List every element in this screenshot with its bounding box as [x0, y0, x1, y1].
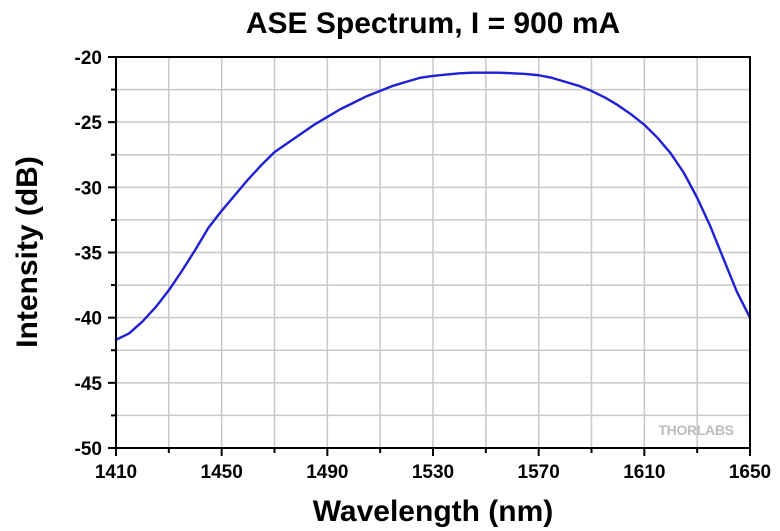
y-tick-labels: -20 -25 -30 -35 -40 -45 -50	[75, 48, 103, 460]
y-tick-label: -30	[75, 178, 102, 199]
x-tick-label: 1530	[412, 462, 454, 483]
x-tick-label: 1490	[306, 462, 348, 483]
x-tick-label: 1410	[95, 462, 137, 483]
x-axis-label: Wavelength (nm)	[313, 495, 554, 528]
x-tick-label: 1570	[518, 462, 560, 483]
chart-title: ASE Spectrum, I = 900 mA	[246, 7, 620, 40]
series-line	[114, 71, 752, 342]
thorlabs-watermark: THORLABS	[658, 422, 733, 438]
y-tick-label: -50	[75, 439, 102, 460]
x-tick-label: 1650	[729, 462, 771, 483]
y-tick-label: -20	[75, 48, 102, 69]
y-tick-label: -40	[75, 309, 102, 330]
y-axis-label: Intensity (dB)	[11, 156, 44, 348]
x-tick-label: 1610	[623, 462, 665, 483]
y-tick-label: -25	[75, 113, 103, 134]
x-tick-label: 1450	[201, 462, 243, 483]
y-tick-label: -45	[75, 374, 103, 395]
plot-series	[114, 71, 752, 342]
y-tick-label: -35	[75, 244, 103, 265]
grid	[116, 57, 750, 448]
x-tick-labels: 1410 1450 1490 1530 1570 1610 1650	[95, 462, 771, 483]
axis-ticks	[108, 56, 751, 456]
